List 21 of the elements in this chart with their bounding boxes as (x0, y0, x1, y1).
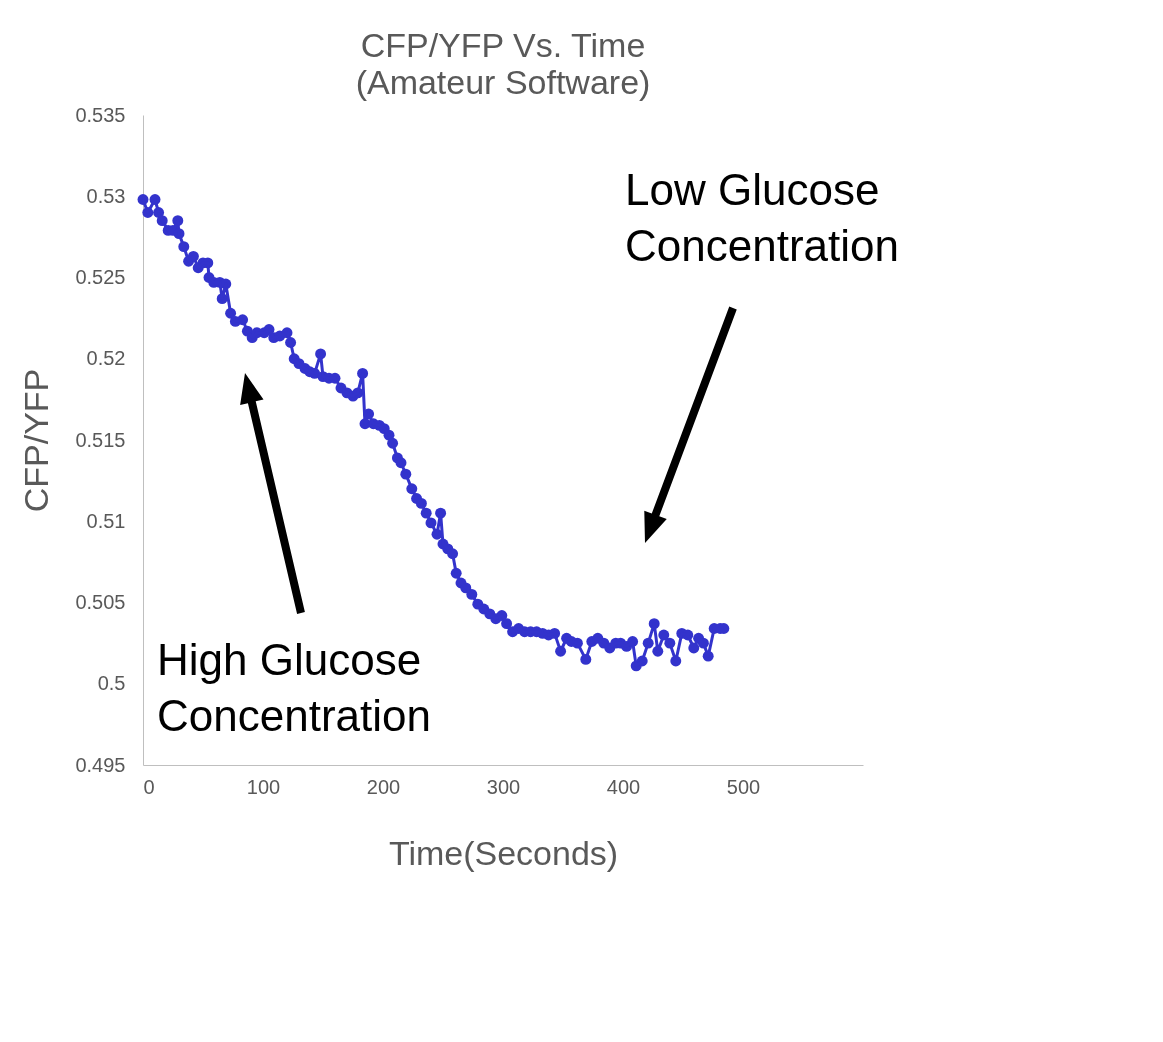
y-tick-label: 0.535 (75, 103, 126, 126)
x-tick-label: 400 (606, 775, 641, 798)
y-tick-label: 0.53 (86, 184, 126, 207)
y-tick-label: 0.525 (75, 266, 126, 288)
y-tick-label: 0.52 (86, 347, 126, 370)
x-tick-label: 100 (246, 775, 281, 798)
y-axis-title: CFP/YFP (17, 368, 56, 513)
x-tick-label: 0 (143, 775, 155, 798)
annotation: High Glucose Concentration (157, 635, 431, 740)
annotation: Low Glucose Concentration (625, 165, 899, 270)
chart-subtitle: (Amateur Software) (355, 63, 651, 101)
x-tick-label: 500 (726, 775, 761, 798)
y-tick-label: 0.505 (75, 591, 126, 613)
y-tick-label: 0.515 (75, 428, 126, 451)
x-axis-title: Time(Seconds) (388, 833, 619, 872)
y-tick-label: 0.495 (75, 753, 126, 776)
x-tick-label: 300 (486, 775, 521, 798)
x-tick-label: 200 (366, 775, 401, 798)
chart-title: CFP/YFP Vs. Time (360, 26, 646, 64)
y-tick-label: 0.51 (86, 509, 126, 532)
y-tick-label: 0.5 (97, 672, 126, 695)
